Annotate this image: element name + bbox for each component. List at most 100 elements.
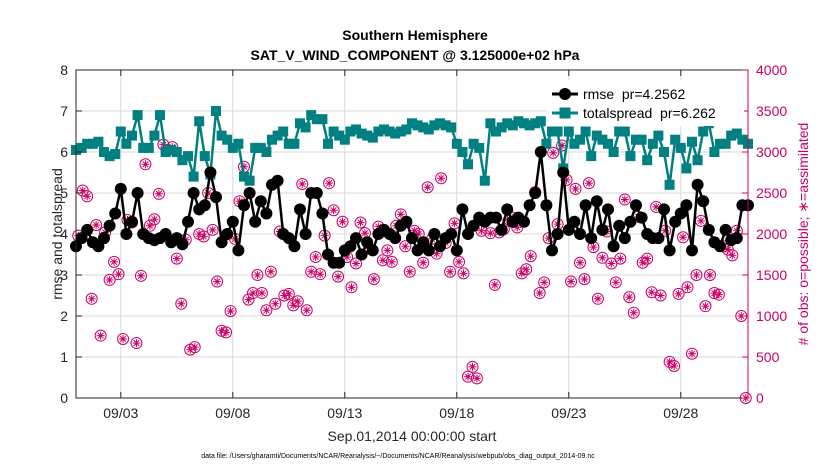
rmse-point: [501, 203, 514, 216]
obs-possible-marker: [668, 360, 681, 373]
rmse-point: [389, 232, 402, 245]
totalspread-point: [731, 128, 742, 139]
obs-point: [81, 190, 94, 203]
legend-rmse-marker: [559, 88, 571, 100]
totalspread-point: [496, 122, 507, 133]
obs-possible-marker: [139, 158, 152, 171]
totalspread-point: [283, 138, 294, 149]
x-tick-label: 09/13: [327, 405, 362, 421]
totalspread-point: [132, 110, 143, 121]
totalspread-series: [71, 106, 753, 190]
obs-possible-marker: [591, 292, 604, 305]
totalspread-point: [547, 126, 557, 137]
totalspread-point: [485, 118, 496, 129]
obs-point: [538, 276, 551, 289]
obs-assimilated-marker: [272, 300, 279, 307]
obs-point: [466, 360, 479, 373]
obs-point: [152, 187, 165, 200]
totalspread-point: [709, 147, 720, 157]
obs-possible-marker: [636, 256, 649, 269]
obs-point: [345, 281, 358, 294]
rmse-point: [333, 256, 346, 269]
obs-point: [327, 204, 340, 217]
obs-possible-marker: [609, 276, 622, 289]
obs-assimilated-marker: [729, 252, 736, 259]
totalspread-point: [317, 114, 328, 125]
obs-possible-marker: [309, 250, 322, 263]
obs-point: [712, 288, 725, 301]
rmse-point: [355, 248, 368, 261]
obs-assimilated-marker: [361, 230, 369, 237]
totalspread-point: [255, 142, 266, 153]
obs-assimilated-marker: [478, 227, 485, 234]
y-axis-label: rmse and totalspread: [49, 168, 65, 300]
obs-possible-marker: [251, 269, 264, 281]
obs-possible-marker: [605, 257, 618, 270]
obs-possible-marker: [582, 177, 595, 190]
obs-point: [112, 268, 125, 281]
obs-point: [94, 329, 107, 342]
obs-assimilated-marker: [738, 312, 745, 320]
totalspread-point: [502, 118, 513, 129]
totalspread-point: [110, 149, 121, 160]
rmse-series: [70, 146, 754, 269]
obs-assimilated-marker: [621, 196, 628, 203]
obs-assimilated-marker: [325, 180, 333, 187]
totalspread-point: [575, 134, 585, 145]
obs-possible-marker: [726, 249, 739, 262]
obs-point: [350, 257, 362, 270]
rmse-point: [490, 211, 502, 224]
obs-possible-marker: [524, 250, 537, 263]
obs-point: [264, 265, 277, 278]
obs-possible-marker: [462, 370, 474, 383]
totalspread-point: [384, 126, 395, 137]
totalspread-point: [429, 120, 440, 131]
obs-possible-marker: [152, 187, 165, 200]
obs-assimilated-marker: [115, 271, 122, 278]
obs-assimilated-marker: [106, 276, 113, 284]
totalspread-point: [99, 147, 109, 157]
totalspread-point: [423, 124, 434, 135]
rmse-point: [585, 232, 598, 245]
obs-possible-marker: [112, 268, 125, 281]
rmse-point: [618, 232, 631, 245]
obs-possible-marker: [345, 281, 358, 294]
obs-possible-marker: [578, 273, 591, 286]
obs-assimilated-marker: [330, 207, 337, 214]
obs-point: [435, 172, 448, 185]
obs-possible-marker: [296, 177, 309, 190]
totalspread-point: [250, 142, 261, 153]
rmse-point: [551, 228, 564, 240]
obs-possible-marker: [103, 273, 116, 286]
rmse-point: [187, 187, 200, 199]
rmse-point: [613, 219, 626, 232]
obs-possible-marker: [81, 190, 94, 203]
obs-point: [336, 215, 349, 228]
obs-point: [260, 304, 273, 317]
rmse-point: [652, 232, 665, 245]
obs-assimilated-marker: [370, 275, 378, 283]
totalspread-point: [524, 120, 535, 131]
obs-point: [547, 146, 560, 159]
rmse-point: [456, 203, 469, 216]
totalspread-point: [591, 130, 602, 141]
rmse-point: [226, 215, 239, 228]
obs-possible-marker: [565, 275, 578, 288]
totalspread-point: [233, 138, 244, 149]
obs-assimilated-marker: [648, 289, 655, 296]
obs-assimilated-marker: [670, 362, 678, 370]
obs-point: [309, 250, 322, 263]
rmse-point: [624, 215, 637, 228]
totalspread-point: [586, 151, 597, 162]
y2-tick-label: 1000: [756, 308, 787, 324]
rmse-point: [109, 207, 122, 220]
rmse-point: [714, 240, 726, 253]
obs-assimilated-marker: [209, 226, 216, 234]
totalspread-point: [149, 130, 160, 141]
rmse-point: [691, 178, 704, 191]
obs-possible-marker: [690, 269, 703, 281]
totalspread-point: [160, 147, 171, 157]
totalspread-point: [726, 130, 737, 141]
obs-point: [618, 193, 631, 206]
totalspread-point: [138, 142, 149, 153]
